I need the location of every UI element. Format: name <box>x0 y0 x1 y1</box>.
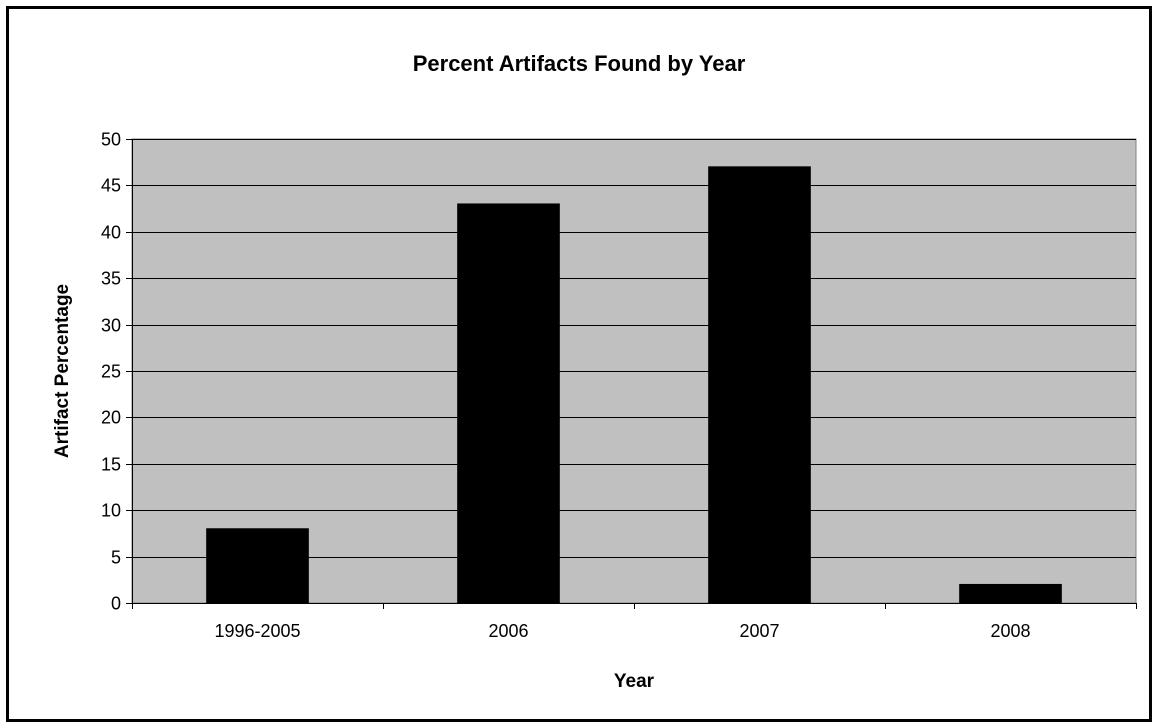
x-tick-label: 2008 <box>990 621 1030 641</box>
y-tick-label: 20 <box>101 408 121 428</box>
y-tick-label: 0 <box>111 594 121 614</box>
bar <box>708 166 811 604</box>
y-tick-label: 35 <box>101 269 121 289</box>
y-tick-label: 40 <box>101 223 121 243</box>
axes <box>126 139 1137 609</box>
y-axis-title: Artifact Percentage <box>52 284 73 458</box>
y-tick-label: 25 <box>101 362 121 382</box>
chart-frame: Percent Artifacts Found by Year 0 5 10 15 20… <box>6 6 1152 722</box>
bar <box>457 203 560 604</box>
y-tick-label: 15 <box>101 455 121 475</box>
x-tick-label: 2006 <box>488 621 528 641</box>
x-tick-label: 1996-2005 <box>214 621 300 641</box>
bar-chart: Percent Artifacts Found by Year 0 5 10 15 20… <box>52 51 1137 692</box>
chart-title: Percent Artifacts Found by Year <box>413 51 746 76</box>
y-tick-label: 10 <box>101 501 121 521</box>
bar <box>206 528 309 604</box>
y-tick-labels: 0 5 10 15 20 25 30 35 40 45 50 <box>101 130 121 614</box>
y-tick-label: 5 <box>111 548 121 568</box>
y-tick-label: 45 <box>101 176 121 196</box>
x-tick-label: 2007 <box>739 621 779 641</box>
x-axis-title: Year <box>614 671 655 692</box>
bar <box>959 583 1062 604</box>
y-tick-label: 50 <box>101 130 121 150</box>
y-tick-label: 30 <box>101 316 121 336</box>
x-tick-labels: 1996-2005 2006 2007 2008 <box>214 621 1030 641</box>
